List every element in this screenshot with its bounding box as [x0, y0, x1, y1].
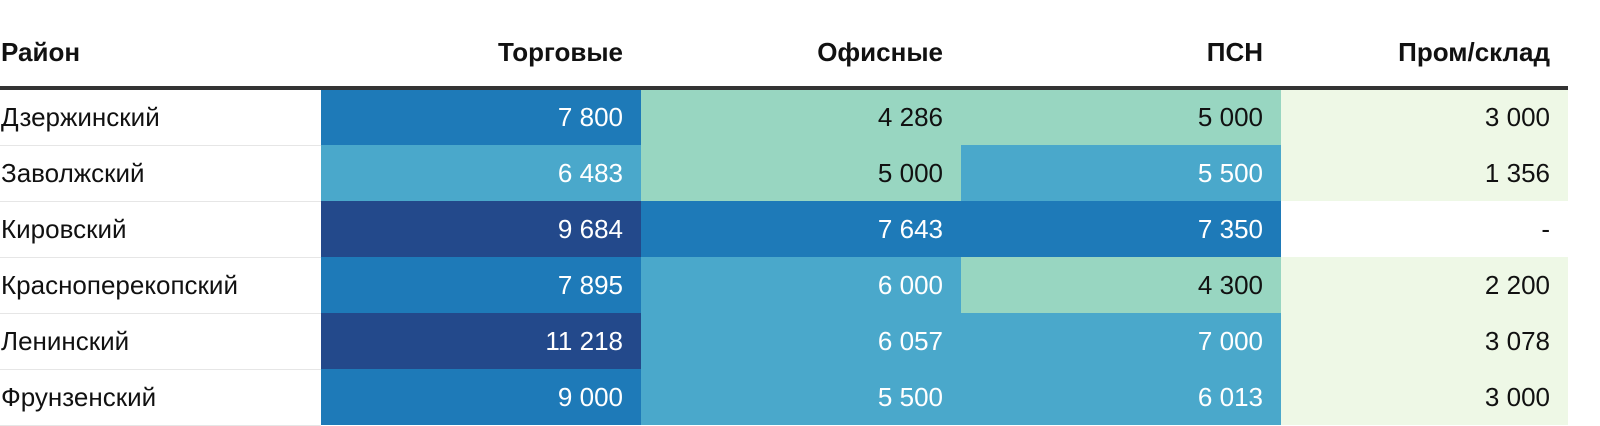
heatmap-cell: 6 013 [961, 369, 1281, 425]
table-row: Красноперекопский 7 895 6 000 4 300 2 200 [0, 257, 1568, 314]
heatmap-cell: 2 200 [1281, 257, 1568, 313]
heatmap-cell: 7 000 [961, 313, 1281, 369]
column-header-district: Район [0, 0, 321, 90]
heatmap-cell: 7 643 [641, 201, 961, 257]
heatmap-cell: 4 286 [641, 88, 961, 145]
heatmap-cell: 7 895 [321, 257, 641, 313]
table-row: Ленинский 11 218 6 057 7 000 3 078 [0, 313, 1568, 370]
heatmap-cell: 5 500 [641, 369, 961, 425]
heatmap-cell: 9 000 [321, 369, 641, 425]
heatmap-cell: - [1281, 201, 1568, 257]
heatmap-cell: 1 356 [1281, 145, 1568, 201]
heatmap-cell: 5 000 [641, 145, 961, 201]
heatmap-cell: 3 078 [1281, 313, 1568, 369]
heatmap-cell: 11 218 [321, 313, 641, 369]
table-row: Кировский 9 684 7 643 7 350- [0, 201, 1568, 258]
district-name-cell: Заволжский [0, 145, 321, 202]
heatmap-cell: 4 300 [961, 257, 1281, 313]
heatmap-cell: 6 000 [641, 257, 961, 313]
district-name-cell: Фрунзенский [0, 369, 321, 426]
column-header-industrial-warehouse: Пром/склад [1281, 0, 1568, 90]
heatmap-cell: 9 684 [321, 201, 641, 257]
column-header-psn: ПСН [961, 0, 1281, 90]
column-header-office: Офисные [641, 0, 961, 90]
table-row: Дзержинский 7 800 4 286 5 000 3 000 [0, 88, 1568, 146]
heatmap-cell: 5 000 [961, 88, 1281, 145]
heatmap-cell: 5 500 [961, 145, 1281, 201]
column-header-retail: Торговые [321, 0, 641, 90]
heatmap-cell: 7 800 [321, 88, 641, 145]
heatmap-cell: 3 000 [1281, 88, 1568, 145]
district-name-cell: Кировский [0, 201, 321, 258]
district-name-cell: Дзержинский [0, 88, 321, 146]
heatmap-cell: 7 350 [961, 201, 1281, 257]
table-row: Фрунзенский 9 000 5 500 6 013 3 000 [0, 369, 1568, 426]
table-body: Дзержинский 7 800 4 286 5 000 3 000 Заволжски… [0, 88, 1568, 426]
heatmap-cell: 6 483 [321, 145, 641, 201]
district-name-cell: Красноперекопский [0, 257, 321, 314]
district-name-cell: Ленинский [0, 313, 321, 370]
header-row: Район Торговые Офисные ПСН Пром/склад [0, 0, 1568, 90]
table-row: Заволжский 6 483 5 000 5 500 1 356 [0, 145, 1568, 202]
heatmap-cell: 6 057 [641, 313, 961, 369]
heatmap-cell: 3 000 [1281, 369, 1568, 425]
